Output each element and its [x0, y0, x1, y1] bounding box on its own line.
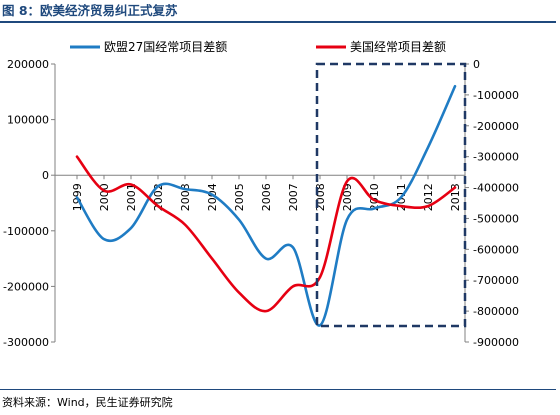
y-left-tick-label: 0: [42, 169, 49, 182]
y-right-tick-label: -900000: [473, 336, 519, 349]
source-note: 资料来源：Wind，民生证券研究院: [2, 396, 173, 409]
series-line-eu27: [75, 84, 457, 327]
y-right-tick-label: -600000: [473, 243, 519, 256]
legend-label-us: 美国经常项目差额: [350, 40, 446, 54]
y-right-tick-label: -700000: [473, 274, 519, 287]
y-left-tick-label: -100000: [3, 225, 49, 238]
x-tick-label: 2007: [287, 183, 300, 211]
x-tick-label: 2005: [233, 183, 246, 211]
y-left-tick-label: -300000: [3, 336, 49, 349]
y-right-tick-label: -200000: [473, 120, 519, 133]
y-right-tick-label: -800000: [473, 305, 519, 318]
figure-title: 图 8：欧美经济贸易纠正式复苏: [2, 3, 178, 18]
bottom-rule: [0, 389, 556, 390]
x-tick-label: 2001: [125, 183, 138, 211]
title-rule: [0, 21, 556, 23]
x-tick-label: 2004: [206, 183, 219, 211]
x-tick-label: 2006: [260, 183, 273, 211]
y-right-tick-label: -300000: [473, 151, 519, 164]
x-tick-label: 2010: [368, 183, 381, 211]
legend-label-eu27: 欧盟27国经常项目差额: [104, 40, 227, 54]
y-left-tick-label: 200000: [7, 58, 49, 71]
y-left-tick-label: 100000: [7, 114, 49, 127]
line-chart: 200000 100000 0 -100000 -200000 -300000 0 -1000…: [3, 40, 519, 349]
y-right-tick-label: -400000: [473, 182, 519, 195]
x-tick-label: 2009: [341, 183, 354, 211]
series-line-us: [75, 155, 457, 313]
highlight-box: [315, 62, 467, 328]
y-right-tick-label: 0: [473, 58, 480, 71]
y-right-tick-label: -100000: [473, 89, 519, 102]
y-right-tick-label: -500000: [473, 212, 519, 225]
y-left-tick-label: -200000: [3, 280, 49, 293]
